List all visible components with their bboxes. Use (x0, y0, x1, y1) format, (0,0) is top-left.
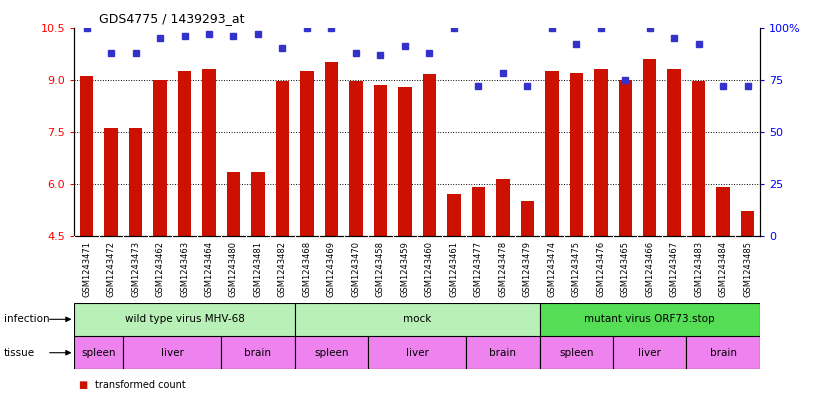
Text: mutant virus ORF73.stop: mutant virus ORF73.stop (585, 314, 715, 324)
Bar (349, 81, 363, 236)
Bar (466, 336, 539, 369)
Text: GSM1243471: GSM1243471 (82, 241, 91, 297)
Bar (520, 201, 534, 236)
Text: GSM1243483: GSM1243483 (694, 241, 703, 297)
Bar (368, 336, 466, 369)
Text: wild type virus MHV-68: wild type virus MHV-68 (125, 314, 244, 324)
Text: liver: liver (638, 348, 661, 358)
Bar (398, 86, 411, 236)
Text: transformed count: transformed count (95, 380, 186, 390)
Bar (227, 172, 240, 236)
Text: tissue: tissue (4, 348, 36, 358)
Text: GSM1243480: GSM1243480 (229, 241, 238, 297)
Bar (741, 211, 754, 236)
Text: brain: brain (710, 348, 737, 358)
Bar (295, 303, 539, 336)
Bar (154, 79, 167, 236)
Bar (472, 187, 485, 236)
Bar (619, 79, 632, 236)
Text: GSM1243465: GSM1243465 (621, 241, 629, 297)
Text: GSM1243458: GSM1243458 (376, 241, 385, 297)
Text: GSM1243464: GSM1243464 (205, 241, 213, 297)
Bar (276, 81, 289, 236)
Bar (251, 172, 264, 236)
Text: brain: brain (489, 348, 516, 358)
Bar (129, 128, 142, 236)
Bar (74, 336, 123, 369)
Bar (221, 336, 295, 369)
Text: GSM1243461: GSM1243461 (449, 241, 458, 297)
Text: GSM1243484: GSM1243484 (719, 241, 728, 297)
Bar (123, 336, 221, 369)
Bar (496, 178, 510, 236)
Text: GSM1243473: GSM1243473 (131, 241, 140, 297)
Bar (80, 76, 93, 236)
Text: GSM1243469: GSM1243469 (327, 241, 336, 297)
Bar (295, 336, 368, 369)
Bar (300, 71, 314, 236)
Text: GSM1243466: GSM1243466 (645, 241, 654, 297)
Text: GSM1243478: GSM1243478 (498, 241, 507, 297)
Bar (594, 69, 607, 236)
Bar (539, 303, 760, 336)
Bar (643, 59, 657, 236)
Text: mock: mock (403, 314, 431, 324)
Text: GDS4775 / 1439293_at: GDS4775 / 1439293_at (99, 12, 244, 25)
Bar (447, 194, 461, 236)
Text: liver: liver (406, 348, 429, 358)
Text: GSM1243476: GSM1243476 (596, 241, 605, 297)
Text: spleen: spleen (314, 348, 349, 358)
Bar (178, 71, 192, 236)
Text: GSM1243481: GSM1243481 (254, 241, 263, 297)
Bar (613, 336, 686, 369)
Text: liver: liver (161, 348, 183, 358)
Bar (74, 303, 295, 336)
Text: GSM1243463: GSM1243463 (180, 241, 189, 297)
Text: brain: brain (244, 348, 272, 358)
Bar (202, 69, 216, 236)
Text: spleen: spleen (82, 348, 116, 358)
Text: GSM1243470: GSM1243470 (351, 241, 360, 297)
Text: GSM1243468: GSM1243468 (302, 241, 311, 297)
Text: GSM1243479: GSM1243479 (523, 241, 532, 297)
Text: GSM1243474: GSM1243474 (548, 241, 556, 297)
Text: GSM1243482: GSM1243482 (278, 241, 287, 297)
Bar (325, 62, 338, 236)
Bar (104, 128, 118, 236)
Text: spleen: spleen (559, 348, 594, 358)
Bar (373, 85, 387, 236)
Text: GSM1243472: GSM1243472 (107, 241, 116, 297)
Text: GSM1243485: GSM1243485 (743, 241, 752, 297)
Text: GSM1243467: GSM1243467 (670, 241, 679, 297)
Text: GSM1243477: GSM1243477 (474, 241, 483, 297)
Bar (692, 81, 705, 236)
Text: GSM1243462: GSM1243462 (155, 241, 164, 297)
Bar (570, 73, 583, 236)
Text: GSM1243460: GSM1243460 (425, 241, 434, 297)
Bar (423, 74, 436, 236)
Bar (545, 71, 558, 236)
Text: GSM1243475: GSM1243475 (572, 241, 581, 297)
Bar (667, 69, 681, 236)
Text: GSM1243459: GSM1243459 (401, 241, 410, 297)
Text: ■: ■ (78, 380, 88, 390)
Bar (539, 336, 613, 369)
Bar (716, 187, 730, 236)
Text: infection: infection (4, 314, 50, 324)
Bar (686, 336, 760, 369)
